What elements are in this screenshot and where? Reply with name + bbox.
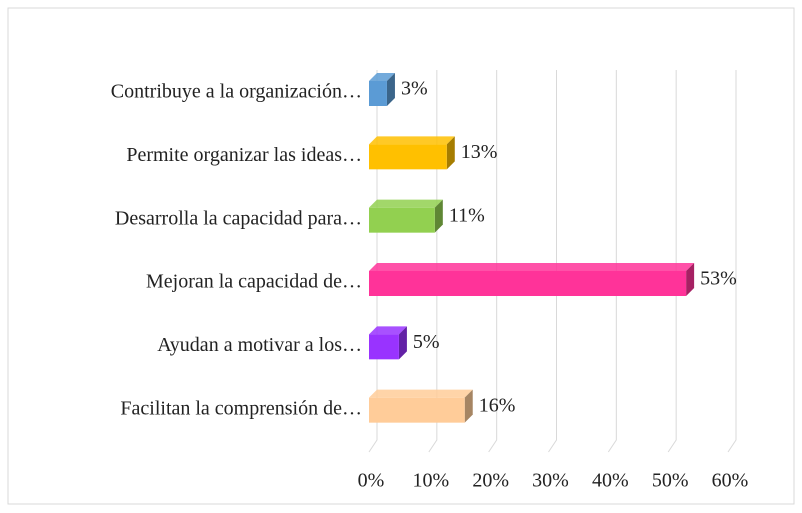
grid-line: [667, 70, 677, 453]
x-tick-label: 0%: [358, 470, 385, 492]
category-label: Desarrolla la capacidad para…: [115, 207, 362, 229]
bar: [369, 81, 387, 106]
bar-top: [369, 326, 407, 335]
bar-side: [446, 136, 455, 170]
bar: [369, 397, 465, 423]
bar-top: [369, 199, 443, 208]
category-label: Contribuye a la organización…: [111, 81, 362, 103]
x-tick-label: 50%: [652, 470, 689, 492]
bar-side: [686, 263, 695, 296]
x-tick-label: 60%: [712, 470, 749, 492]
category-label: Permite organizar las ideas…: [126, 144, 362, 166]
bar-side: [434, 199, 443, 233]
bar: [369, 207, 435, 233]
category-label: Mejoran la capacidad de…: [146, 271, 362, 293]
bar-top: [369, 136, 455, 145]
grid-line: [488, 70, 498, 453]
bar: [369, 144, 447, 170]
bar: [369, 334, 399, 360]
bar-side: [398, 326, 407, 360]
value-label: 16%: [479, 394, 516, 416]
grid-line: [548, 70, 557, 453]
grid-line: [428, 70, 438, 453]
x-tick-label: 10%: [412, 470, 449, 492]
value-label: 3%: [401, 78, 428, 100]
grid-line: [607, 70, 617, 453]
bar-side: [464, 389, 473, 423]
grid-line: [368, 70, 378, 453]
grid-line: [727, 70, 737, 453]
category-label: Ayudan a motivar a los…: [157, 334, 362, 356]
bar-top: [369, 73, 395, 81]
category-label: Facilitan la comprensión de…: [120, 397, 362, 419]
bar-top: [369, 389, 473, 398]
bar-side: [386, 73, 395, 106]
x-tick-label: 30%: [532, 470, 569, 492]
x-tick-label: 40%: [592, 470, 629, 492]
value-label: 53%: [700, 268, 737, 290]
value-label: 11%: [449, 204, 485, 226]
value-label: 5%: [413, 331, 440, 353]
bar: [369, 271, 687, 296]
bar-top: [369, 263, 695, 271]
value-label: 13%: [461, 141, 498, 163]
x-tick-label: 20%: [472, 470, 509, 492]
